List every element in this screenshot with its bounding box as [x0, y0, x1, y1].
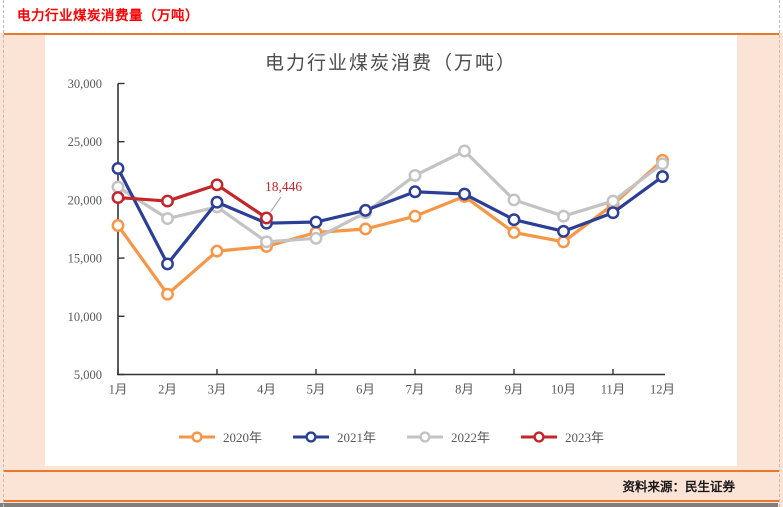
- line-chart-canvas: 30,000 25,000 20,000 15,000 10,000 5,000 1月 2月 3…: [68, 77, 675, 397]
- header-divider: [4, 33, 779, 35]
- page-title: 电力行业煤炭消费量（万吨）: [17, 8, 199, 23]
- svg-text:25,000: 25,000: [68, 135, 102, 149]
- legend-item-2020: 2020年: [178, 427, 262, 446]
- page-border-left: [3, 0, 4, 507]
- chart-legend: 2020年 2021年 2022年: [45, 427, 737, 446]
- legend-marker-icon: [407, 430, 443, 443]
- svg-text:6月: 6月: [356, 383, 375, 397]
- svg-text:11月: 11月: [601, 383, 626, 397]
- legend-item-2022: 2022年: [406, 427, 490, 446]
- svg-text:30,000: 30,000: [68, 77, 102, 91]
- footer-divider-top: [4, 470, 779, 472]
- legend-marker-icon: [178, 430, 215, 443]
- svg-text:10月: 10月: [551, 383, 576, 397]
- header-band: [0, 0, 783, 33]
- legend-label: 2020年: [222, 430, 262, 445]
- svg-text:5,000: 5,000: [74, 368, 102, 382]
- legend-marker-icon: [292, 430, 329, 443]
- chart-title: 电力行业煤炭消费（万吨）: [264, 53, 517, 74]
- svg-text:18,446: 18,446: [265, 179, 302, 194]
- legend-label: 2022年: [451, 430, 491, 445]
- svg-text:12月: 12月: [650, 383, 675, 397]
- svg-text:9月: 9月: [505, 383, 524, 397]
- legend-item-2023: 2023年: [520, 427, 604, 446]
- svg-text:8月: 8月: [455, 383, 474, 397]
- bottom-strip: [0, 503, 778, 507]
- page-border-right: [779, 0, 780, 507]
- svg-text:1月: 1月: [109, 383, 128, 397]
- svg-text:4月: 4月: [257, 383, 276, 397]
- svg-text:15,000: 15,000: [68, 252, 102, 266]
- svg-text:7月: 7月: [406, 383, 425, 397]
- svg-text:2月: 2月: [158, 383, 177, 397]
- footer-divider-bottom: [4, 500, 779, 502]
- legend-marker-icon: [521, 430, 558, 443]
- source-note: 资料来源：民生证券: [622, 480, 735, 494]
- svg-text:3月: 3月: [208, 383, 227, 397]
- legend-item-2021: 2021年: [292, 427, 376, 446]
- legend-label: 2021年: [336, 430, 376, 445]
- chart-panel: 电力行业煤炭消费（万吨） 30,000 25,000 20,000 15,000 10,…: [45, 35, 737, 466]
- legend-label: 2023年: [565, 430, 605, 445]
- svg-text:5月: 5月: [307, 383, 326, 397]
- svg-text:20,000: 20,000: [68, 193, 102, 207]
- svg-text:10,000: 10,000: [68, 310, 102, 324]
